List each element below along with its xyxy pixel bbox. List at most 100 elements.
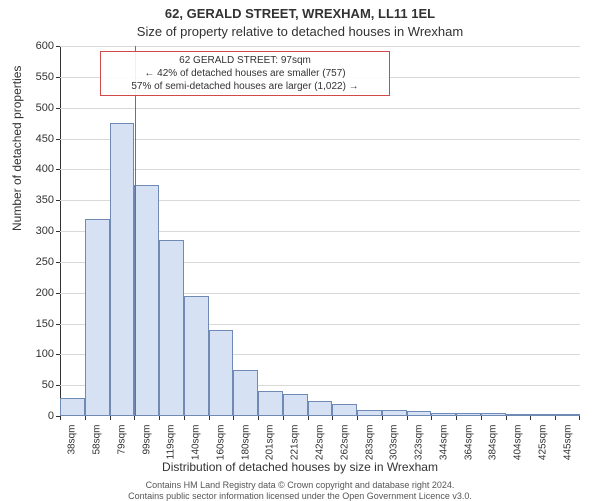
x-tick-label: 384sqm	[488, 425, 499, 475]
x-tick-label: 119sqm	[166, 425, 177, 475]
x-tick-label: 242sqm	[315, 425, 326, 475]
y-tick-label: 600	[14, 41, 54, 52]
x-tick-mark	[134, 416, 135, 420]
x-tick-mark	[110, 416, 111, 420]
x-tick-mark	[579, 416, 580, 420]
y-tick-mark	[56, 139, 60, 140]
chart-container: 62, GERALD STREET, WREXHAM, LL11 1EL Siz…	[0, 0, 600, 500]
chart-title-desc: Size of property relative to detached ho…	[0, 24, 600, 39]
x-tick-label: 201sqm	[265, 425, 276, 475]
plot-area: 62 GERALD STREET: 97sqm← 42% of detached…	[60, 46, 580, 416]
x-tick-mark	[85, 416, 86, 420]
annotation-line: 57% of semi-detached houses are larger (…	[107, 80, 383, 93]
chart-title-address: 62, GERALD STREET, WREXHAM, LL11 1EL	[0, 6, 600, 21]
y-tick-label: 350	[14, 195, 54, 206]
x-tick-mark	[209, 416, 210, 420]
x-tick-mark	[357, 416, 358, 420]
y-tick-mark	[56, 77, 60, 78]
histogram-bar	[85, 219, 110, 416]
histogram-bar	[134, 185, 159, 416]
x-tick-mark	[184, 416, 185, 420]
histogram-bar	[258, 391, 283, 416]
x-tick-label: 160sqm	[215, 425, 226, 475]
x-tick-mark	[332, 416, 333, 420]
x-tick-label: 221sqm	[290, 425, 301, 475]
reference-line	[135, 46, 136, 416]
x-tick-mark	[506, 416, 507, 420]
histogram-bar	[357, 410, 382, 416]
y-axis-label: Number of detached properties	[10, 66, 24, 231]
x-tick-mark	[481, 416, 482, 420]
y-tick-label: 100	[14, 349, 54, 360]
grid-line	[60, 169, 580, 170]
histogram-bar	[555, 414, 580, 416]
histogram-bar	[506, 414, 531, 416]
histogram-bar	[431, 413, 456, 416]
histogram-bar	[233, 370, 258, 416]
histogram-bar	[110, 123, 135, 416]
x-tick-label: 38sqm	[67, 425, 78, 475]
y-tick-mark	[56, 108, 60, 109]
x-tick-label: 283sqm	[364, 425, 375, 475]
histogram-bar	[530, 414, 555, 416]
x-tick-mark	[431, 416, 432, 420]
x-tick-label: 180sqm	[240, 425, 251, 475]
y-tick-label: 0	[14, 411, 54, 422]
x-tick-label: 303sqm	[389, 425, 400, 475]
x-tick-mark	[407, 416, 408, 420]
x-tick-label: 344sqm	[438, 425, 449, 475]
x-tick-mark	[456, 416, 457, 420]
y-tick-mark	[56, 324, 60, 325]
footnote-copyright: Contains HM Land Registry data © Crown c…	[0, 480, 600, 490]
x-tick-label: 323sqm	[414, 425, 425, 475]
histogram-bar	[481, 413, 506, 416]
y-tick-mark	[56, 231, 60, 232]
histogram-bar	[60, 398, 85, 417]
x-tick-mark	[258, 416, 259, 420]
y-tick-mark	[56, 385, 60, 386]
y-tick-label: 200	[14, 288, 54, 299]
x-tick-label: 404sqm	[513, 425, 524, 475]
histogram-bar	[407, 411, 432, 416]
annotation-line: ← 42% of detached houses are smaller (75…	[107, 67, 383, 80]
histogram-bar	[382, 410, 407, 416]
x-tick-mark	[159, 416, 160, 420]
annotation-box: 62 GERALD STREET: 97sqm← 42% of detached…	[100, 51, 390, 96]
x-tick-mark	[60, 416, 61, 420]
y-tick-label: 250	[14, 257, 54, 268]
y-tick-label: 50	[14, 380, 54, 391]
histogram-bar	[184, 296, 209, 416]
x-tick-mark	[233, 416, 234, 420]
y-tick-mark	[56, 354, 60, 355]
x-tick-label: 79sqm	[116, 425, 127, 475]
x-tick-label: 262sqm	[339, 425, 350, 475]
y-tick-label: 400	[14, 164, 54, 175]
histogram-bar	[283, 394, 308, 416]
x-tick-label: 364sqm	[463, 425, 474, 475]
y-tick-mark	[56, 293, 60, 294]
histogram-bar	[209, 330, 234, 416]
histogram-bar	[332, 404, 357, 416]
y-tick-mark	[56, 200, 60, 201]
y-tick-mark	[56, 46, 60, 47]
histogram-bar	[456, 413, 481, 416]
x-tick-mark	[308, 416, 309, 420]
x-tick-label: 425sqm	[537, 425, 548, 475]
y-tick-mark	[56, 262, 60, 263]
x-tick-mark	[283, 416, 284, 420]
x-tick-label: 58sqm	[92, 425, 103, 475]
histogram-bar	[159, 240, 184, 416]
x-tick-mark	[382, 416, 383, 420]
x-tick-mark	[530, 416, 531, 420]
grid-line	[60, 108, 580, 109]
histogram-bar	[308, 401, 333, 416]
y-tick-label: 150	[14, 319, 54, 330]
annotation-line: 62 GERALD STREET: 97sqm	[107, 54, 383, 67]
x-tick-mark	[555, 416, 556, 420]
y-tick-mark	[56, 169, 60, 170]
grid-line	[60, 139, 580, 140]
y-tick-label: 300	[14, 226, 54, 237]
x-tick-label: 99sqm	[141, 425, 152, 475]
x-tick-label: 140sqm	[191, 425, 202, 475]
y-tick-label: 550	[14, 72, 54, 83]
